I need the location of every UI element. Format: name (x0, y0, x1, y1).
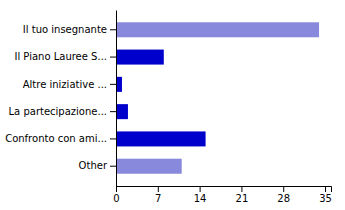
tick: 7 (155, 186, 161, 204)
tick: Other (79, 160, 116, 171)
plot: 0 7 14 21 28 35 Il tuo insegnante Il Piano Laur… (5, 11, 332, 205)
bar (116, 50, 164, 65)
tick-mark (110, 111, 116, 112)
bar (116, 22, 319, 37)
tick-label: 35 (319, 193, 332, 204)
tick-mark (241, 186, 242, 192)
tick-mark (116, 186, 117, 192)
tick-mark (110, 29, 116, 30)
tick-mark (110, 166, 116, 167)
category-axis: Il tuo insegnante Il Piano Lauree S... Alt… (5, 11, 116, 187)
bar (116, 131, 206, 146)
tick-mark (283, 186, 284, 192)
tick-label: Altre iniziative ... (23, 79, 107, 90)
tick-mark (110, 84, 116, 85)
tick-label: Il Piano Lauree S... (14, 51, 107, 62)
bar (116, 159, 182, 174)
tick: La partecipazione... (9, 106, 116, 117)
tick: Altre iniziative ... (23, 79, 116, 90)
tick-label: 7 (155, 193, 161, 204)
tick-mark (110, 138, 116, 139)
tick: 21 (236, 186, 249, 204)
axis-line (116, 11, 117, 187)
tick: Confronto con ami... (5, 133, 116, 144)
tick: 0 (113, 186, 119, 204)
tick-mark (325, 186, 326, 192)
tick-label: Confronto con ami... (5, 133, 107, 144)
axis-line (117, 187, 332, 193)
tick-label: La partecipazione... (9, 106, 107, 117)
tick: 14 (194, 186, 207, 204)
tick-mark (110, 57, 116, 58)
chart-svg: 0 7 14 21 28 35 Il tuo insegnante Il Piano Laur… (0, 0, 345, 210)
bars (116, 22, 319, 173)
tick: 28 (277, 186, 290, 204)
tick-label: 0 (113, 193, 119, 204)
bar (116, 104, 128, 119)
tick-mark (158, 186, 159, 192)
tick-label: Il tuo insegnante (23, 24, 107, 35)
tick-label: 14 (194, 193, 207, 204)
tick: 35 (319, 186, 332, 204)
tick-mark (200, 186, 201, 192)
value-axis: 0 7 14 21 28 35 (113, 186, 332, 204)
tick-label: 28 (277, 193, 290, 204)
chart-container: 0 7 14 21 28 35 Il tuo insegnante Il Piano Laur… (0, 0, 345, 210)
tick-label: Other (79, 160, 108, 171)
tick: Il tuo insegnante (23, 24, 116, 35)
tick-label: 21 (236, 193, 249, 204)
tick: Il Piano Lauree S... (14, 51, 116, 62)
